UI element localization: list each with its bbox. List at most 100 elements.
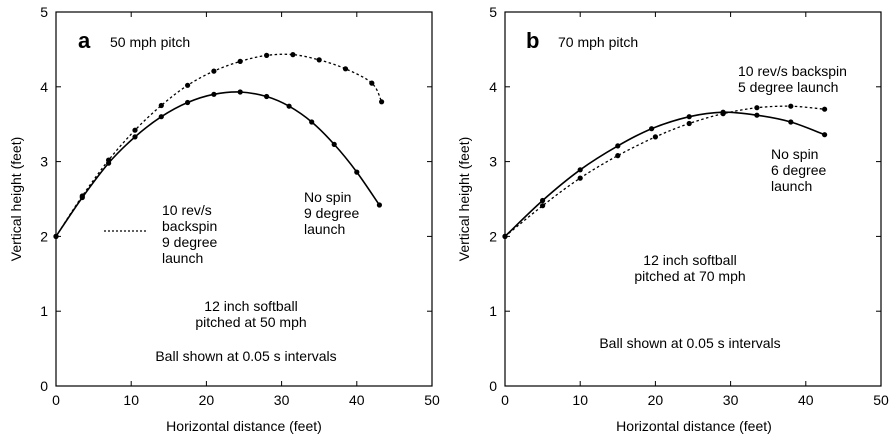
- tick-group: 0 10 20 30 40 50 0 1 2 3 4 5: [40, 4, 440, 408]
- x-tick-label: 0: [52, 392, 60, 408]
- data-point: [185, 82, 191, 88]
- chart-panel-b: 0 10 20 30 40 50 0 1 2 3 4 5 b 70 mph pitch Horizon…: [456, 4, 889, 434]
- data-point: [158, 114, 164, 120]
- y-tick-label: 3: [489, 154, 497, 170]
- label-solid-line-2: 6 degree: [771, 162, 826, 178]
- label-dotted-line-2: 5 degree launch: [738, 79, 838, 95]
- data-point: [331, 141, 337, 147]
- x-tick-label: 10: [572, 392, 588, 408]
- y-tick-label: 2: [489, 228, 497, 244]
- data-point: [316, 57, 322, 63]
- series-group: [53, 52, 385, 239]
- data-point: [309, 119, 315, 125]
- data-point: [237, 89, 243, 95]
- data-point: [652, 134, 659, 140]
- y-axis-label: Vertical height (feet): [8, 137, 24, 262]
- data-point: [286, 103, 292, 109]
- ball-note-line-1: 12 inch softball: [643, 252, 736, 268]
- data-point: [822, 132, 828, 138]
- data-point: [106, 160, 112, 166]
- x-tick-label: 20: [199, 392, 215, 408]
- data-point: [615, 143, 621, 149]
- label-solid-line-1: No spin: [304, 189, 351, 205]
- data-point: [788, 119, 794, 125]
- data-point: [237, 58, 243, 64]
- data-point: [132, 134, 138, 140]
- y-tick-label: 5: [489, 4, 497, 20]
- label-solid-line-1: No spin: [771, 146, 818, 162]
- data-point: [264, 93, 270, 100]
- legend-dotted-line-2: backspin: [162, 218, 217, 234]
- x-tick-label: 40: [349, 392, 365, 408]
- data-point: [754, 105, 760, 111]
- data-point: [342, 66, 349, 72]
- data-point: [540, 197, 546, 204]
- panel-label: b: [526, 28, 539, 53]
- data-point: [540, 203, 546, 209]
- data-point: [577, 167, 583, 173]
- data-point: [79, 194, 85, 201]
- label-solid-line-3: launch: [304, 221, 345, 237]
- label-dotted-line-1: 10 rev/s backspin: [738, 63, 847, 79]
- y-tick-label: 1: [40, 303, 48, 319]
- data-point: [649, 126, 655, 132]
- tick-group: 0 10 20 30 40 50 0 1 2 3 4 5: [489, 4, 889, 408]
- x-tick-label: 50: [873, 392, 889, 408]
- y-tick-label: 1: [489, 303, 497, 319]
- legend-dotted-line-1: 10 rev/s: [162, 202, 212, 218]
- data-point: [132, 127, 138, 133]
- x-tick-label: 20: [648, 392, 664, 408]
- data-point: [686, 120, 692, 127]
- label-solid-line-3: launch: [771, 178, 812, 194]
- series-line-backspin: [504, 105, 825, 237]
- data-point: [379, 99, 385, 105]
- data-point: [615, 153, 621, 159]
- x-axis-label: Horizontal distance (feet): [616, 418, 772, 434]
- data-point: [264, 52, 270, 59]
- data-point: [290, 52, 296, 58]
- x-tick-label: 10: [123, 392, 139, 408]
- y-tick-label: 2: [40, 228, 48, 244]
- ball-note-line-2: pitched at 50 mph: [195, 314, 306, 330]
- data-point: [369, 80, 375, 86]
- x-tick-label: 50: [424, 392, 440, 408]
- y-axis-label: Vertical height (feet): [456, 137, 472, 262]
- y-tick-label: 3: [40, 154, 48, 170]
- panel-label: a: [78, 28, 91, 53]
- data-point: [788, 103, 794, 109]
- x-tick-label: 40: [798, 392, 814, 408]
- legend-dotted-line-4: launch: [162, 250, 203, 266]
- y-tick-label: 4: [489, 79, 497, 95]
- chart-title: 70 mph pitch: [558, 34, 638, 50]
- legend-dotted-line-3: 9 degree: [162, 234, 217, 250]
- ball-note-line-2: pitched at 70 mph: [634, 268, 745, 284]
- interval-note: Ball shown at 0.05 s intervals: [599, 335, 780, 351]
- y-tick-label: 4: [40, 79, 48, 95]
- x-axis-label: Horizontal distance (feet): [166, 418, 322, 434]
- data-point: [577, 175, 583, 181]
- x-tick-label: 30: [723, 392, 739, 408]
- data-point: [158, 102, 164, 109]
- x-tick-label: 0: [501, 392, 509, 408]
- data-point: [686, 114, 692, 120]
- data-point: [354, 169, 360, 175]
- data-point: [822, 106, 828, 112]
- data-point: [53, 233, 59, 239]
- data-point: [502, 233, 508, 239]
- x-tick-label: 30: [274, 392, 290, 408]
- ball-note-line-1: 12 inch softball: [204, 298, 297, 314]
- label-solid-line-2: 9 degree: [304, 205, 359, 221]
- data-point: [754, 112, 760, 118]
- series-group: [502, 103, 828, 239]
- series-line-no-spin: [504, 111, 825, 237]
- y-tick-label: 0: [489, 378, 497, 394]
- data-point: [376, 202, 382, 208]
- plot-frame: [504, 11, 882, 387]
- y-tick-label: 0: [40, 378, 48, 394]
- chart-title: 50 mph pitch: [110, 34, 190, 50]
- data-point: [211, 91, 217, 97]
- data-point: [211, 68, 217, 74]
- y-tick-label: 5: [40, 4, 48, 20]
- data-point: [720, 109, 726, 115]
